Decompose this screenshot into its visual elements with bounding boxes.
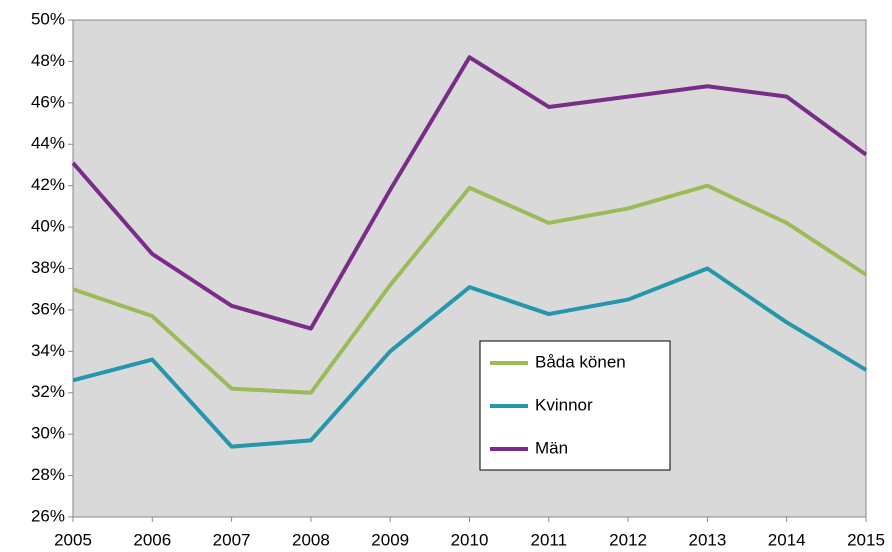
series-line bbox=[72, 183, 868, 395]
y-tick-label: 30% bbox=[31, 424, 65, 443]
y-tick-label: 42% bbox=[31, 175, 65, 194]
y-tick-label: 50% bbox=[31, 9, 65, 28]
y-tick-label: 26% bbox=[31, 506, 65, 525]
x-tick-label: 2006 bbox=[133, 530, 171, 549]
legend-label: Kvinnor bbox=[535, 395, 593, 414]
x-tick-label: 2010 bbox=[451, 530, 489, 549]
y-tick-label: 44% bbox=[31, 134, 65, 153]
y-tick-label: 48% bbox=[31, 51, 65, 70]
x-tick-label: 2011 bbox=[531, 530, 568, 549]
y-tick-label: 46% bbox=[31, 92, 65, 111]
y-tick-label: 28% bbox=[31, 465, 65, 484]
y-tick-label: 38% bbox=[31, 258, 65, 277]
x-tick-label: 2015 bbox=[847, 530, 885, 549]
x-tick-label: 2005 bbox=[54, 530, 92, 549]
y-tick-label: 34% bbox=[31, 341, 65, 360]
x-tick-label: 2007 bbox=[213, 530, 251, 549]
series-line bbox=[72, 266, 868, 449]
x-tick-label: 2013 bbox=[688, 530, 726, 549]
y-tick-label: 32% bbox=[31, 382, 65, 401]
x-tick-label: 2008 bbox=[292, 530, 330, 549]
series-line bbox=[71, 55, 868, 331]
x-tick-label: 2009 bbox=[371, 530, 409, 549]
x-tick-label: 2012 bbox=[609, 530, 647, 549]
y-tick-label: 40% bbox=[31, 217, 65, 236]
legend-label: Män bbox=[535, 438, 568, 457]
plot-area bbox=[72, 19, 867, 518]
legend-label: Båda könen bbox=[535, 352, 626, 371]
x-tick-label: 2014 bbox=[768, 530, 806, 549]
y-tick-label: 36% bbox=[31, 299, 65, 318]
